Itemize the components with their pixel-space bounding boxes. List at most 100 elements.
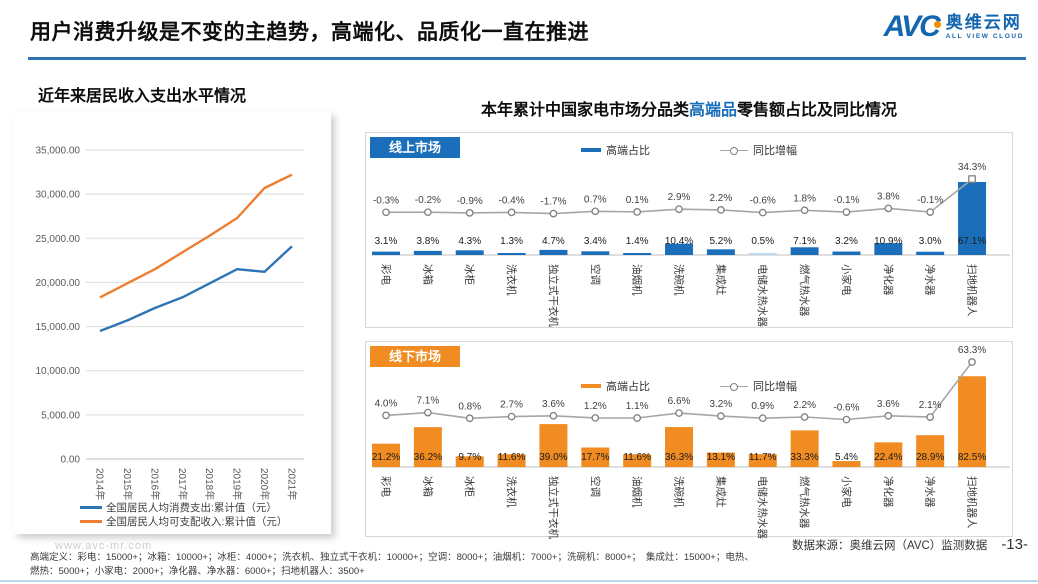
right-section-title: 本年累计中国家电市场分品类高端品零售额占比及同比情况 bbox=[480, 102, 898, 119]
svg-text:10.4%: 10.4% bbox=[665, 236, 693, 247]
svg-text:3.1%: 3.1% bbox=[375, 236, 398, 247]
svg-text:独立式干衣机: 独立式干衣机 bbox=[547, 476, 560, 539]
svg-text:小家电: 小家电 bbox=[840, 264, 853, 296]
svg-text:17.7%: 17.7% bbox=[581, 452, 609, 463]
note-line-2: 燃热：5000+；小家电：2000+；净化器、净水器：6000+；扫地机器人：3… bbox=[30, 565, 365, 577]
svg-text:82.5%: 82.5% bbox=[958, 452, 986, 463]
svg-text:9.7%: 9.7% bbox=[458, 452, 481, 463]
svg-text:2.2%: 2.2% bbox=[709, 193, 732, 204]
svg-text:洗衣机: 洗衣机 bbox=[505, 264, 518, 296]
svg-text:30,000.00: 30,000.00 bbox=[36, 190, 81, 201]
svg-text:10.9%: 10.9% bbox=[874, 236, 902, 247]
svg-text:11.6%: 11.6% bbox=[498, 452, 526, 463]
online-chart-legend: 高端占比 同比增幅 bbox=[366, 142, 1012, 158]
svg-text:净化器: 净化器 bbox=[882, 264, 895, 296]
svg-text:2021年: 2021年 bbox=[286, 468, 299, 500]
legend-item-bar: 高端占比 bbox=[581, 142, 650, 158]
svg-text:-0.3%: -0.3% bbox=[373, 195, 399, 206]
svg-text:39.0%: 39.0% bbox=[539, 452, 567, 463]
svg-text:集成灶: 集成灶 bbox=[714, 264, 727, 296]
svg-text:3.2%: 3.2% bbox=[709, 399, 732, 410]
logo-name-cn: 奥维云网 bbox=[945, 12, 1022, 32]
svg-text:13.1%: 13.1% bbox=[707, 452, 735, 463]
page-number: -13- bbox=[1001, 536, 1028, 553]
svg-text:2016年: 2016年 bbox=[148, 468, 161, 500]
svg-text:油烟机: 油烟机 bbox=[631, 476, 644, 508]
svg-text:0.1%: 0.1% bbox=[626, 195, 649, 206]
svg-text:11.7%: 11.7% bbox=[749, 452, 777, 463]
svg-text:3.8%: 3.8% bbox=[416, 236, 439, 247]
svg-text:电储水热水器: 电储水热水器 bbox=[756, 476, 769, 539]
svg-text:7.1%: 7.1% bbox=[416, 396, 439, 407]
svg-text:-0.9%: -0.9% bbox=[457, 196, 483, 207]
svg-text:0.8%: 0.8% bbox=[458, 401, 481, 412]
svg-text:燃气热水器: 燃气热水器 bbox=[798, 476, 811, 529]
svg-text:-0.4%: -0.4% bbox=[499, 195, 525, 206]
logo-dot-icon bbox=[933, 21, 941, 28]
svg-text:冰柜: 冰柜 bbox=[463, 476, 476, 497]
svg-text:彩电: 彩电 bbox=[380, 476, 393, 497]
offline-chart-legend: 高端占比 同比增幅 bbox=[366, 378, 1012, 394]
svg-text:3.6%: 3.6% bbox=[542, 399, 565, 410]
offline-market-combo-chart: 21.2% 36.2% 9.7% 11.6% 39.0% 17.7% 11.6% 36.3% 1… bbox=[372, 345, 1010, 539]
svg-text:2018年: 2018年 bbox=[203, 468, 216, 500]
svg-text:扫地机器人: 扫地机器人 bbox=[966, 476, 979, 529]
line-swatch-icon bbox=[720, 146, 748, 155]
svg-text:2.9%: 2.9% bbox=[668, 192, 691, 203]
svg-text:冰箱: 冰箱 bbox=[421, 476, 434, 497]
svg-text:2.1%: 2.1% bbox=[919, 400, 942, 411]
svg-text:2017年: 2017年 bbox=[176, 468, 189, 500]
svg-text:2014年: 2014年 bbox=[94, 468, 107, 500]
svg-text:集成灶: 集成灶 bbox=[714, 476, 727, 508]
svg-text:冰柜: 冰柜 bbox=[463, 264, 476, 285]
svg-text:-0.1%: -0.1% bbox=[833, 195, 859, 206]
svg-text:7.1%: 7.1% bbox=[793, 236, 816, 247]
svg-text:0.5%: 0.5% bbox=[751, 236, 774, 247]
svg-text:0.00: 0.00 bbox=[61, 455, 81, 466]
offline-market-chart-card: 21.2% 36.2% 9.7% 11.6% 39.0% 17.7% 11.6% 36.3% 1… bbox=[365, 341, 1013, 539]
svg-text:燃气热水器: 燃气热水器 bbox=[798, 264, 811, 317]
online-market-combo-chart: 3.1% 3.8% 4.3% 1.3% 4.7% 3.4% 1.4% 10.4% 5.2% 0.5… bbox=[372, 162, 1010, 327]
premium-definition-note: 高端定义：彩电：15000+；冰箱：10000+；冰柜：4000+；洗衣机、独立… bbox=[30, 551, 970, 579]
svg-text:小家电: 小家电 bbox=[840, 476, 853, 508]
header-divider bbox=[28, 57, 1026, 60]
svg-text:5.2%: 5.2% bbox=[709, 236, 732, 247]
svg-text:空调: 空调 bbox=[589, 264, 602, 285]
svg-text:2.2%: 2.2% bbox=[793, 400, 816, 411]
svg-text:15,000.00: 15,000.00 bbox=[36, 322, 81, 333]
svg-text:净水器: 净水器 bbox=[924, 476, 937, 508]
svg-text:3.4%: 3.4% bbox=[584, 236, 607, 247]
svg-text:20,000.00: 20,000.00 bbox=[36, 278, 81, 289]
income-expenditure-line-chart: 0.00 5,000.00 10,000.00 15,000.00 20,000.00 2… bbox=[36, 146, 304, 528]
line-swatch-icon bbox=[720, 382, 748, 391]
svg-text:36.2%: 36.2% bbox=[414, 452, 442, 463]
svg-text:扫地机器人: 扫地机器人 bbox=[966, 264, 979, 317]
svg-text:洗碗机: 洗碗机 bbox=[673, 264, 686, 296]
svg-text:22.4%: 22.4% bbox=[874, 452, 902, 463]
income-expenditure-chart-card: 0.00 5,000.00 10,000.00 15,000.00 20,000.00 2… bbox=[14, 112, 331, 534]
svg-text:1.1%: 1.1% bbox=[626, 401, 649, 412]
svg-text:全国居民人均可支配收入:累计值（元）: 全国居民人均可支配收入:累计值（元） bbox=[106, 515, 287, 528]
svg-text:彩电: 彩电 bbox=[380, 264, 393, 285]
svg-text:3.6%: 3.6% bbox=[877, 399, 900, 410]
svg-text:0.7%: 0.7% bbox=[584, 194, 607, 205]
svg-text:-1.7%: -1.7% bbox=[540, 197, 566, 208]
svg-text:冰箱: 冰箱 bbox=[421, 264, 434, 285]
svg-text:独立式干衣机: 独立式干衣机 bbox=[547, 264, 560, 327]
svg-text:-0.1%: -0.1% bbox=[917, 195, 943, 206]
svg-text:1.4%: 1.4% bbox=[626, 236, 649, 247]
avc-logo: AVC 奥维云网 ALL VIEW CLOUD bbox=[884, 12, 1024, 42]
svg-text:28.9%: 28.9% bbox=[916, 452, 944, 463]
svg-text:2015年: 2015年 bbox=[121, 468, 134, 500]
offline-market-badge: 线下市场 bbox=[370, 346, 460, 367]
svg-text:10,000.00: 10,000.00 bbox=[36, 366, 81, 377]
svg-text:-0.6%: -0.6% bbox=[833, 403, 859, 414]
svg-text:67.1%: 67.1% bbox=[958, 236, 986, 247]
svg-text:5.4%: 5.4% bbox=[835, 452, 858, 463]
note-line-1: 高端定义：彩电：15000+；冰箱：10000+；冰柜：4000+；洗衣机、独立… bbox=[30, 552, 754, 563]
svg-text:63.3%: 63.3% bbox=[958, 345, 986, 356]
legend-item-line: 同比增幅 bbox=[720, 378, 797, 394]
bar-swatch-icon bbox=[581, 384, 601, 388]
svg-text:3.2%: 3.2% bbox=[835, 236, 858, 247]
